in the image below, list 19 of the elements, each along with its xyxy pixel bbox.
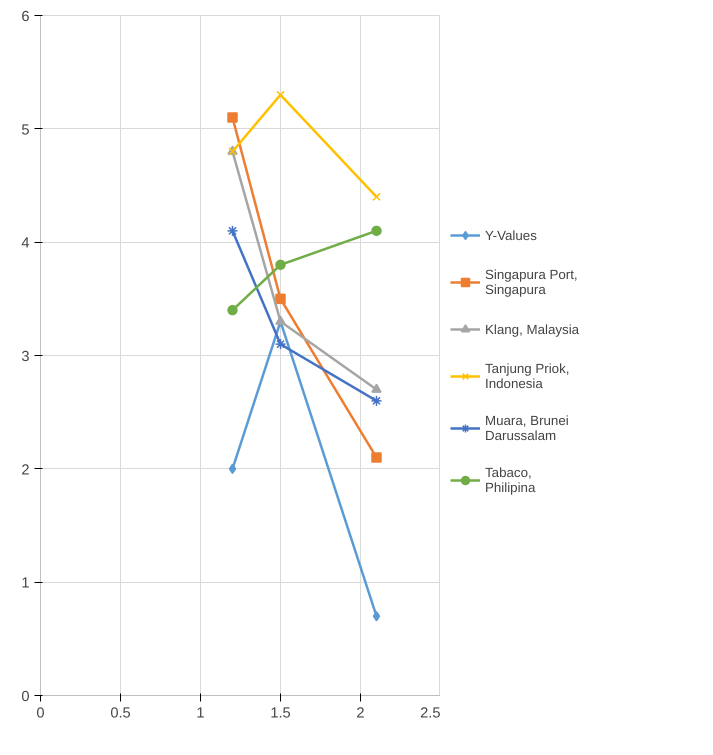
y-tick-label: 2 <box>21 462 30 478</box>
y-tick-label: 4 <box>21 236 30 252</box>
y-tick-label: 0 <box>21 689 30 705</box>
x-tick-label: 2.5 <box>420 706 440 722</box>
y-tick-label: 3 <box>21 349 30 365</box>
x-tick-label: 2 <box>356 706 365 722</box>
x-tick-label: 1 <box>196 706 205 722</box>
x-tick-label: 0.5 <box>110 706 131 722</box>
x-tick-label: 0 <box>36 706 45 722</box>
legend-label: Y-Values <box>485 228 537 242</box>
legend-label: Singapura Port, Singapura <box>485 267 578 297</box>
y-tick-label: 6 <box>21 9 30 25</box>
y-tick-label: 5 <box>21 122 30 138</box>
legend-label: Klang, Malaysia <box>485 322 580 336</box>
legend-label: Muara, Brunei Darussalam <box>485 413 569 443</box>
y-tick-label: 1 <box>21 576 30 592</box>
legend-label: Tabaco, Philipina <box>485 465 536 495</box>
x-tick-label: 1.5 <box>270 706 291 722</box>
legend-label: Tanjung Priok, Indonesia <box>485 361 570 391</box>
